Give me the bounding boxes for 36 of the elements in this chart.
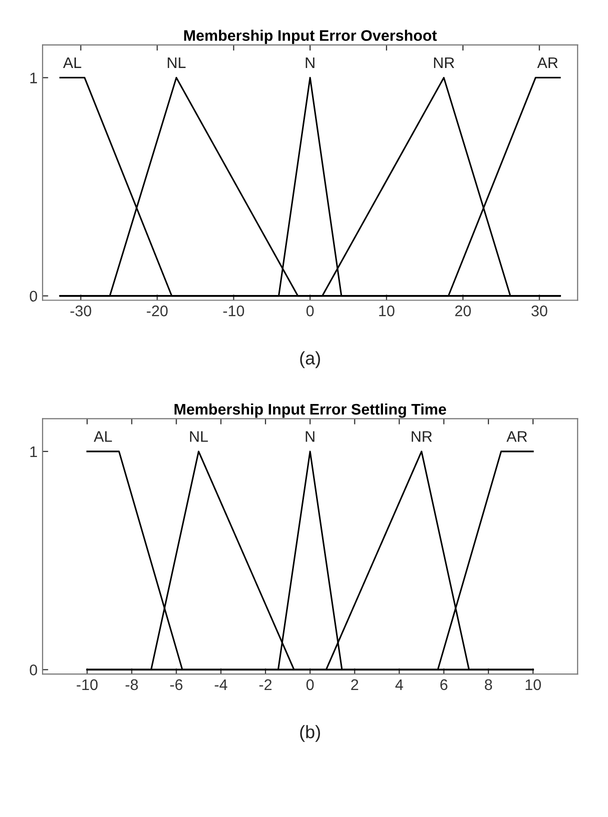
y-tick-label: 1 bbox=[30, 72, 37, 84]
series-label: AL bbox=[63, 57, 82, 68]
text: (a) bbox=[300, 351, 320, 368]
series-label: NR bbox=[412, 431, 432, 442]
x-tick-label: 30 bbox=[531, 306, 548, 316]
series-label: AR bbox=[537, 57, 558, 68]
series-label: AR bbox=[506, 431, 527, 442]
x-tick-label: -8 bbox=[126, 679, 138, 690]
x-tick-label: -30 bbox=[70, 306, 92, 316]
x-tick-label: -4 bbox=[214, 679, 228, 690]
x-tick-label: 0 bbox=[306, 679, 314, 690]
x-tick-label: -10 bbox=[76, 679, 98, 690]
chart-title: Membership Input Error Settling Time bbox=[174, 403, 446, 418]
series-label: NL bbox=[168, 57, 186, 68]
x-tick-label: 10 bbox=[379, 306, 394, 316]
x-tick-label: 8 bbox=[484, 679, 492, 690]
text: (b) bbox=[300, 725, 320, 742]
x-tick-label: -20 bbox=[146, 306, 168, 316]
y-tick-label: 0 bbox=[30, 290, 38, 302]
series-label: NL bbox=[190, 431, 208, 442]
series-label: AL bbox=[94, 431, 112, 442]
x-tick-label: -6 bbox=[170, 679, 182, 690]
series-label: N bbox=[306, 57, 314, 68]
x-tick-label: 2 bbox=[351, 679, 358, 690]
chart-title: Membership Input Error Overshoot bbox=[184, 30, 437, 44]
x-tick-label: -10 bbox=[223, 306, 244, 316]
series-label: NR bbox=[434, 57, 454, 68]
x-tick-label: 6 bbox=[440, 679, 448, 690]
y-tick-label: 0 bbox=[30, 664, 38, 676]
x-tick-label: 20 bbox=[455, 306, 471, 316]
x-tick-label: 0 bbox=[306, 306, 314, 316]
series-label: N bbox=[306, 431, 314, 442]
x-tick-label: -2 bbox=[259, 679, 272, 690]
x-tick-label: 10 bbox=[526, 679, 541, 690]
x-tick-label: 4 bbox=[395, 679, 404, 690]
y-tick-label: 1 bbox=[30, 446, 37, 457]
